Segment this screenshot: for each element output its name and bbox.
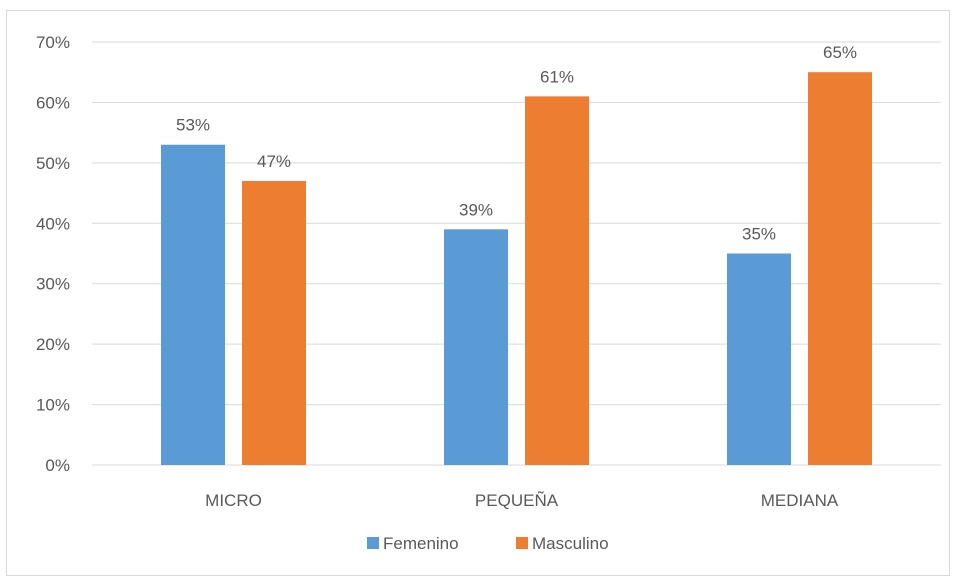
- data-label: 53%: [176, 116, 210, 135]
- data-label: 65%: [823, 43, 857, 62]
- y-tick-label: 20%: [36, 335, 70, 354]
- y-tick-label: 60%: [36, 93, 70, 112]
- x-axis-ticks: MICRO PEQUEÑA MEDIANA: [205, 491, 839, 510]
- data-label: 35%: [742, 225, 776, 244]
- bar-masculino-mediana: [808, 72, 872, 465]
- y-tick-label: 10%: [36, 396, 70, 415]
- bars: [161, 72, 872, 465]
- bar-masculino-micro: [242, 180, 306, 465]
- data-label: 47%: [257, 152, 291, 171]
- y-tick-label: 30%: [36, 275, 70, 294]
- legend-swatch: [367, 537, 379, 549]
- legend-label: Masculino: [532, 534, 609, 553]
- legend-swatch: [516, 537, 528, 549]
- bar-femenino-mediana: [727, 253, 791, 465]
- bar-masculino-pequeña: [525, 96, 589, 465]
- bar-femenino-pequeña: [444, 229, 508, 465]
- legend-label: Femenino: [383, 534, 459, 553]
- y-tick-label: 40%: [36, 214, 70, 233]
- x-tick-label: MEDIANA: [761, 491, 839, 510]
- bar-femenino-micro: [161, 144, 225, 465]
- y-tick-label: 0%: [45, 456, 70, 475]
- data-label: 39%: [459, 200, 493, 219]
- y-axis-ticks: 0% 10% 20% 30% 40% 50% 60% 70%: [36, 33, 70, 475]
- y-tick-label: 50%: [36, 154, 70, 173]
- legend: Femenino Masculino: [367, 534, 609, 553]
- y-tick-label: 70%: [36, 33, 70, 52]
- x-tick-label: PEQUEÑA: [475, 491, 559, 510]
- x-tick-label: MICRO: [205, 491, 262, 510]
- data-label: 61%: [540, 67, 574, 86]
- data-labels: 53% 47% 39% 61% 35% 65%: [176, 43, 857, 243]
- gridlines: [92, 41, 941, 466]
